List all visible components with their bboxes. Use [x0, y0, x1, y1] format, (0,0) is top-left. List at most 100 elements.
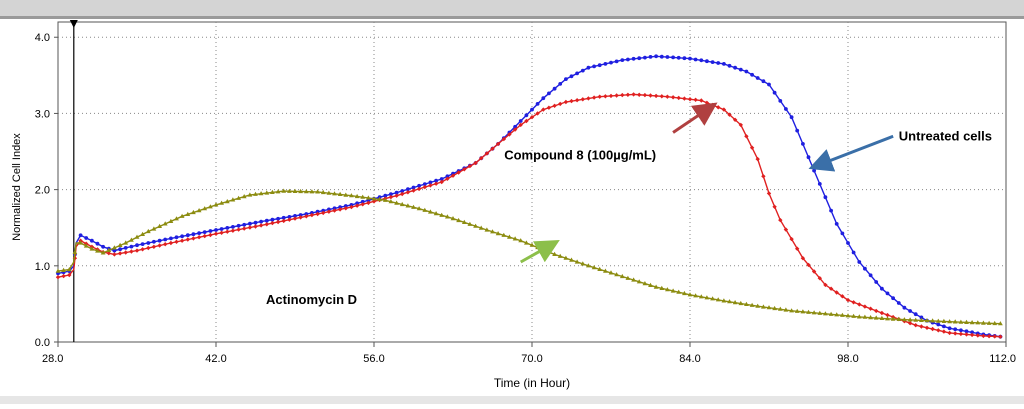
data-point — [196, 208, 202, 213]
data-point — [117, 242, 123, 247]
data-point — [450, 173, 456, 178]
data-point — [574, 98, 580, 103]
data-point — [84, 236, 89, 240]
data-point — [292, 188, 298, 193]
data-point — [66, 267, 72, 272]
annotations: Untreated cells Compound 8 (100µg/mL) Acti… — [266, 102, 992, 307]
data-point — [196, 235, 202, 240]
data-point — [958, 319, 964, 324]
data-point — [241, 194, 247, 199]
data-point — [524, 240, 529, 245]
series-2 — [55, 92, 1003, 339]
data-point — [665, 94, 670, 99]
data-point — [631, 277, 636, 282]
data-point — [501, 136, 506, 142]
data-point — [399, 201, 405, 207]
data-point — [710, 296, 715, 301]
data-point — [863, 266, 867, 271]
data-point — [428, 183, 433, 188]
data-point — [986, 320, 992, 325]
data-point — [998, 321, 1003, 326]
data-point — [744, 134, 749, 139]
annotation-arrow — [808, 134, 894, 172]
data-point — [382, 197, 388, 202]
data-point — [377, 196, 382, 202]
data-point — [231, 225, 235, 229]
data-point — [281, 218, 286, 224]
data-point — [699, 58, 704, 63]
data-point — [851, 300, 856, 305]
data-point — [287, 188, 292, 193]
data-point — [569, 257, 574, 262]
data-point — [337, 207, 343, 212]
data-point — [100, 250, 106, 255]
data-point — [676, 95, 681, 101]
x-tick-label: 112.0 — [989, 353, 1016, 365]
data-point — [253, 220, 258, 225]
data-point — [857, 302, 862, 307]
data-point — [710, 60, 715, 64]
data-point — [676, 55, 681, 60]
data-point — [755, 303, 761, 308]
data-point — [151, 226, 157, 231]
data-point — [772, 305, 777, 311]
data-point — [518, 119, 523, 123]
data-point — [811, 269, 817, 274]
data-point — [964, 332, 969, 337]
data-point — [309, 212, 315, 218]
data-point — [507, 132, 512, 137]
data-point — [569, 74, 574, 79]
data-point — [242, 226, 247, 231]
data-point — [670, 95, 676, 100]
data-point — [456, 170, 461, 175]
data-point — [219, 227, 224, 231]
data-point — [913, 323, 918, 328]
data-point — [83, 243, 89, 248]
data-point — [275, 219, 281, 225]
data-point — [417, 183, 421, 188]
data-point — [78, 240, 83, 245]
data-point — [247, 192, 253, 197]
data-point — [992, 320, 998, 326]
data-point — [293, 214, 297, 218]
data-point — [118, 247, 122, 252]
data-point — [823, 311, 828, 316]
y-axis-title: Normalized Cell Index — [11, 133, 23, 241]
data-point — [304, 214, 309, 219]
data-point — [873, 315, 879, 320]
data-point — [648, 93, 653, 98]
data-point — [406, 187, 410, 192]
data-point — [530, 107, 534, 112]
data-point — [880, 286, 884, 291]
data-point — [95, 248, 100, 253]
data-point — [495, 141, 501, 147]
data-point — [907, 317, 913, 322]
data-point — [484, 227, 490, 232]
data-point — [90, 238, 94, 243]
data-point — [586, 65, 591, 70]
data-point — [772, 90, 777, 95]
data-point — [101, 244, 105, 249]
data-point — [140, 242, 145, 247]
data-point — [129, 244, 134, 249]
data-point — [490, 229, 495, 234]
data-point — [275, 189, 281, 194]
data-point — [106, 247, 112, 252]
data-point — [428, 209, 433, 214]
data-point — [400, 191, 405, 197]
data-point — [722, 62, 726, 66]
data-point — [298, 215, 303, 220]
data-point — [964, 319, 969, 324]
data-point — [298, 188, 303, 194]
annotation-label: Actinomycin D — [266, 292, 357, 307]
data-point — [885, 312, 890, 318]
data-point — [676, 289, 682, 294]
data-point — [625, 275, 631, 280]
x-tick-label: 84.0 — [679, 353, 700, 365]
data-point — [891, 296, 895, 301]
data-point — [315, 209, 320, 214]
data-point — [653, 93, 659, 99]
data-point — [603, 62, 608, 66]
data-point — [794, 308, 800, 313]
